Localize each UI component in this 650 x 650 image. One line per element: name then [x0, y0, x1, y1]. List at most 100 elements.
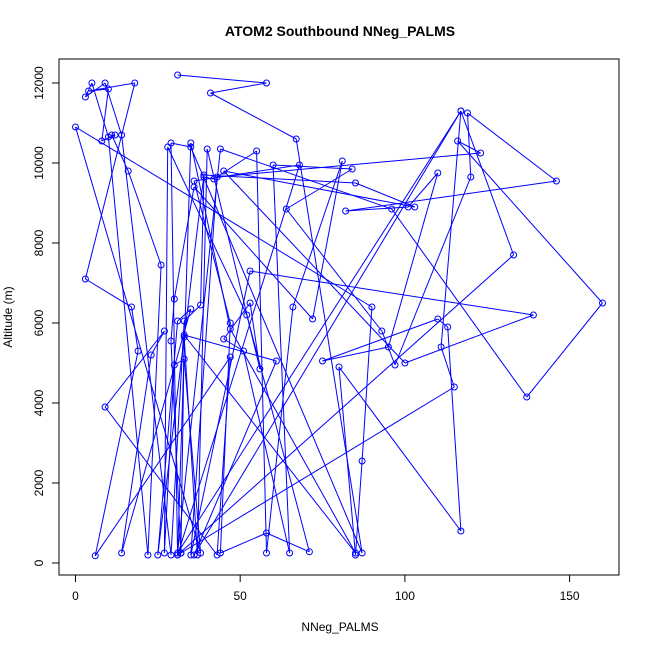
series-segment [183, 304, 201, 322]
data-point [444, 323, 452, 331]
series-segment [107, 136, 149, 556]
data-point [454, 137, 462, 145]
series-segment [183, 334, 356, 554]
series-segment [84, 82, 93, 98]
data-point [411, 203, 419, 211]
series-segment [210, 82, 267, 94]
series-segment [447, 326, 462, 532]
series-segment [183, 336, 198, 556]
series-segment [177, 110, 462, 554]
data-point [101, 79, 109, 87]
data-point [128, 303, 135, 311]
y-axis-label: Altitude (m) [1, 286, 15, 347]
data-point [177, 549, 185, 557]
data-point [338, 157, 346, 165]
data-point [226, 353, 234, 361]
data-point [118, 131, 126, 139]
data-point [190, 177, 198, 185]
data-point [467, 173, 475, 181]
data-point [197, 549, 205, 557]
series-segment [177, 148, 221, 554]
y-axis: 0 2000 4000 6000 8000 10000 12000 [32, 66, 60, 566]
data-point [216, 549, 224, 557]
data-point [157, 261, 165, 269]
data-point [98, 137, 106, 145]
data-point [352, 179, 359, 187]
data-point [263, 529, 270, 537]
data-point [434, 315, 442, 323]
series-segment [345, 180, 557, 212]
series-segment [170, 142, 179, 556]
series-segment [200, 176, 205, 306]
data-point [118, 549, 126, 557]
data-point [404, 203, 412, 211]
series-segment [457, 140, 603, 304]
data-point [197, 301, 205, 309]
series-segment [190, 142, 231, 330]
data-point [243, 311, 251, 319]
data-point [207, 89, 214, 97]
data-point [348, 165, 356, 173]
data-point [263, 549, 270, 557]
data-point [253, 147, 261, 155]
data-point [210, 175, 218, 183]
data-point [180, 355, 188, 363]
y-tick-label: 4000 [32, 389, 46, 416]
chart-title: ATOM2 Southbound NNeg_PALMS [225, 23, 455, 39]
data-point [190, 551, 198, 559]
data-point [292, 135, 300, 143]
series-segment [121, 354, 152, 554]
series-segment [322, 318, 438, 362]
series-segment [163, 364, 175, 554]
data-point [180, 331, 188, 339]
data-point [384, 343, 392, 351]
data-point [147, 351, 155, 359]
y-tick-label: 10000 [32, 146, 46, 180]
data-point [335, 363, 343, 371]
data-point [91, 552, 99, 560]
data-point [529, 311, 537, 319]
data-point [144, 551, 152, 559]
data-point [160, 327, 168, 335]
series-segment [243, 350, 291, 554]
data-point [180, 317, 188, 325]
series-segment [273, 164, 353, 170]
series-segment [210, 92, 297, 140]
data-point [187, 305, 195, 313]
series-segment [467, 112, 472, 178]
x-tick-label: 100 [395, 589, 415, 603]
data-point [477, 149, 485, 157]
data-point [104, 85, 112, 93]
data-point [319, 357, 326, 365]
series-segment [203, 174, 356, 184]
data-point [263, 79, 270, 87]
data-point [187, 139, 195, 147]
series-segment [404, 314, 534, 364]
series-segment [101, 88, 109, 142]
data-point [81, 93, 89, 101]
series-segment [361, 306, 373, 462]
data-point [272, 357, 280, 365]
data-point [88, 79, 96, 87]
data-point [457, 527, 465, 535]
series-segment [286, 168, 353, 210]
data-point [174, 549, 182, 557]
series-segment [338, 366, 356, 556]
series-segment [177, 74, 267, 84]
series-segment [217, 152, 481, 178]
series-segment [355, 460, 363, 556]
data-point [200, 171, 208, 179]
data-point [124, 167, 132, 175]
data-point [160, 549, 168, 557]
series-segment [256, 150, 267, 554]
data-point [388, 205, 396, 213]
data-point [246, 299, 254, 307]
series-segment [104, 82, 123, 136]
series-segment [526, 302, 603, 398]
data-point [180, 333, 188, 341]
data-point [240, 347, 247, 355]
series-segment [467, 112, 557, 182]
data-point [437, 343, 445, 351]
data-point [72, 123, 79, 131]
series-segment [91, 82, 109, 138]
